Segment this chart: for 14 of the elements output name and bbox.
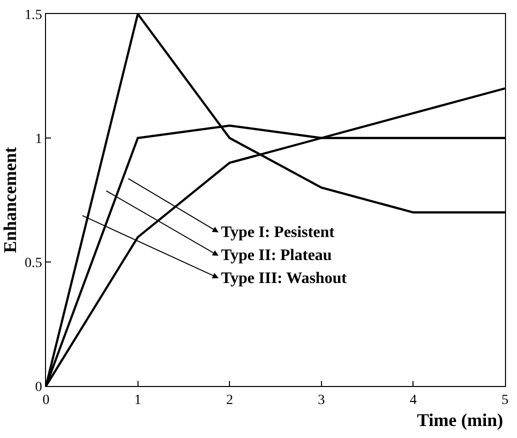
y-tick-label: 0 [35,380,42,395]
annotation: Type II: Plateau [221,247,332,264]
x-tick-label: 3 [318,392,325,408]
annotation: Type III: Washout [221,270,348,287]
y-tick-label: 1.5 [24,8,42,23]
x-tick-label: 5 [502,392,508,408]
x-axis-title: Time (min) [417,410,504,430]
y-tick-label: 0.5 [24,256,42,271]
annotation: Type I: Pesistent [221,224,336,241]
x-tick-label: 4 [410,392,417,408]
x-tick-label: 2 [226,392,234,408]
y-tick-label: 1 [35,132,42,147]
x-tick-label: 1 [134,392,142,408]
y-axis-title: Enhancement [0,146,20,254]
